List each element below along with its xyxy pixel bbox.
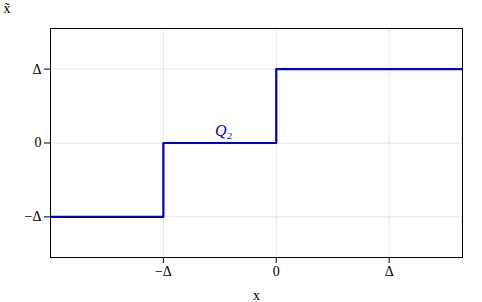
svg-text:Δ: Δ — [385, 264, 394, 279]
svg-text:x̃: x̃ — [4, 1, 11, 16]
svg-text:x: x — [253, 288, 260, 302]
svg-text:Δ: Δ — [32, 62, 41, 77]
svg-text:Q₂: Q₂ — [215, 122, 233, 139]
svg-text:0: 0 — [35, 135, 42, 150]
svg-text:−Δ: −Δ — [25, 209, 42, 224]
svg-text:0: 0 — [273, 264, 280, 279]
svg-text:−Δ: −Δ — [155, 264, 172, 279]
